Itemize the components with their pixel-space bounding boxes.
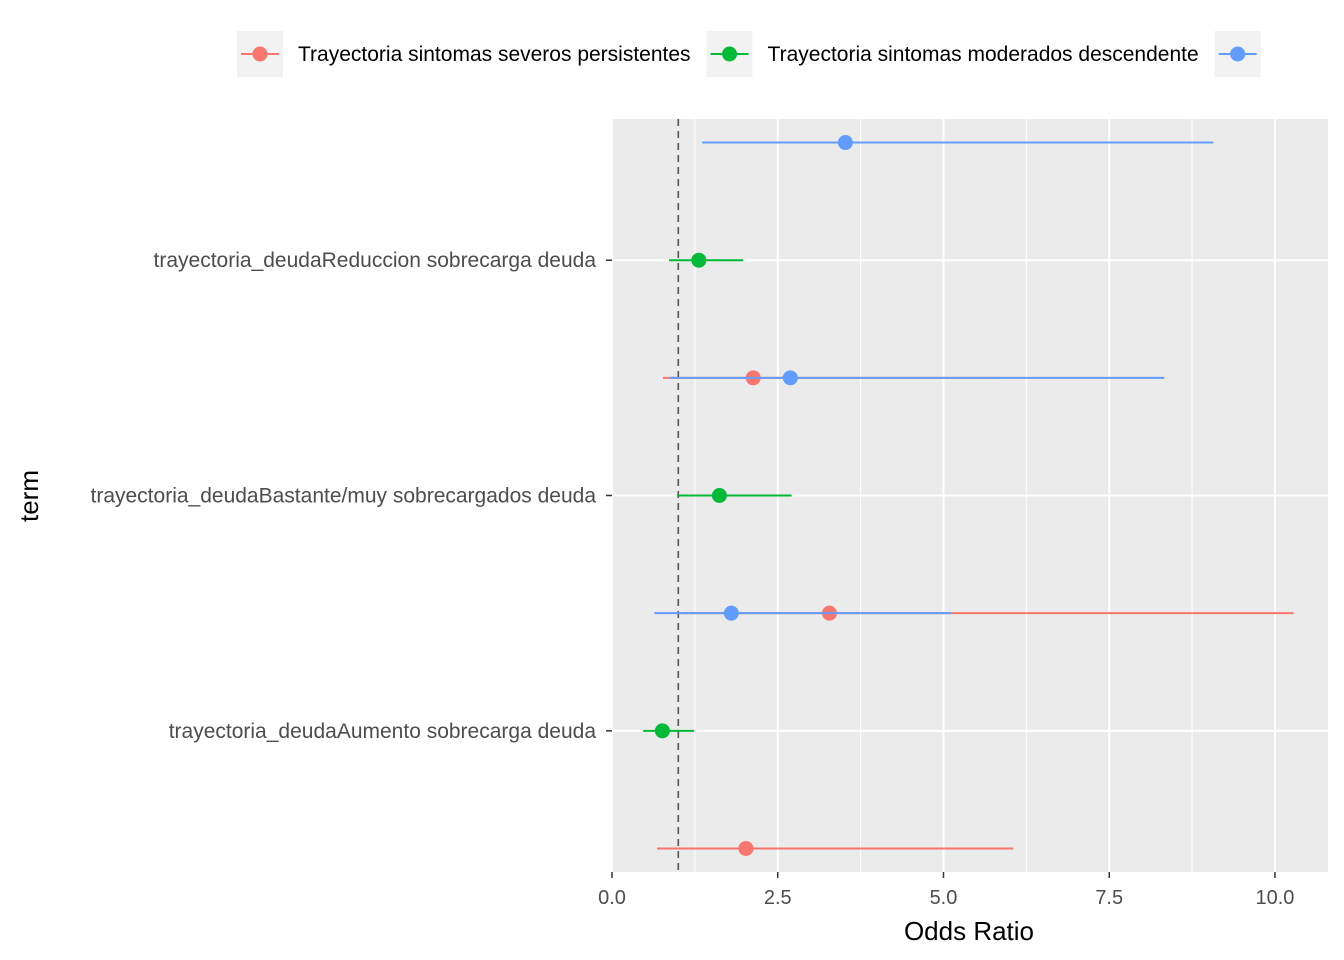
- legend-key-point: [1230, 46, 1246, 62]
- y-axis: trayectoria_deudaAumento sobrecarga deud…: [91, 249, 612, 743]
- legend-item: [1214, 31, 1261, 77]
- y-axis-title: term: [14, 470, 44, 522]
- estimate-point: [691, 252, 707, 268]
- legend-item: Trayectoria sintomas moderados descenden…: [706, 31, 1199, 77]
- estimate-point: [738, 840, 754, 856]
- x-axis-title: Odds Ratio: [904, 916, 1034, 946]
- y-tick-label: trayectoria_deudaBastante/muy sobrecarga…: [91, 485, 597, 508]
- estimate-point: [723, 605, 739, 621]
- estimate-point: [782, 370, 798, 386]
- x-tick-label: 7.5: [1095, 887, 1123, 909]
- y-tick-label: trayectoria_deudaAumento sobrecarga deud…: [169, 720, 597, 743]
- x-tick-label: 5.0: [930, 887, 958, 909]
- x-tick-label: 10.0: [1255, 887, 1294, 909]
- legend: Trayectoria sintomas severos persistente…: [237, 31, 1261, 77]
- legend-key-point: [722, 46, 738, 62]
- x-tick-label: 0.0: [598, 887, 626, 909]
- legend-key-point: [252, 46, 268, 62]
- legend-item: Trayectoria sintomas severos persistente…: [237, 31, 691, 77]
- y-tick-label: trayectoria_deudaReduccion sobrecarga de…: [154, 249, 597, 272]
- estimate-point: [654, 723, 670, 739]
- legend-label: Trayectoria sintomas severos persistente…: [298, 43, 691, 66]
- x-axis: 0.0 2.5 5.0 7.5 10.0: [598, 872, 1294, 909]
- legend-label: Trayectoria sintomas moderados descenden…: [768, 43, 1199, 66]
- estimate-point: [837, 135, 853, 151]
- data-marks: [643, 135, 1294, 856]
- x-tick-label: 2.5: [764, 887, 792, 909]
- estimate-point: [711, 488, 727, 503]
